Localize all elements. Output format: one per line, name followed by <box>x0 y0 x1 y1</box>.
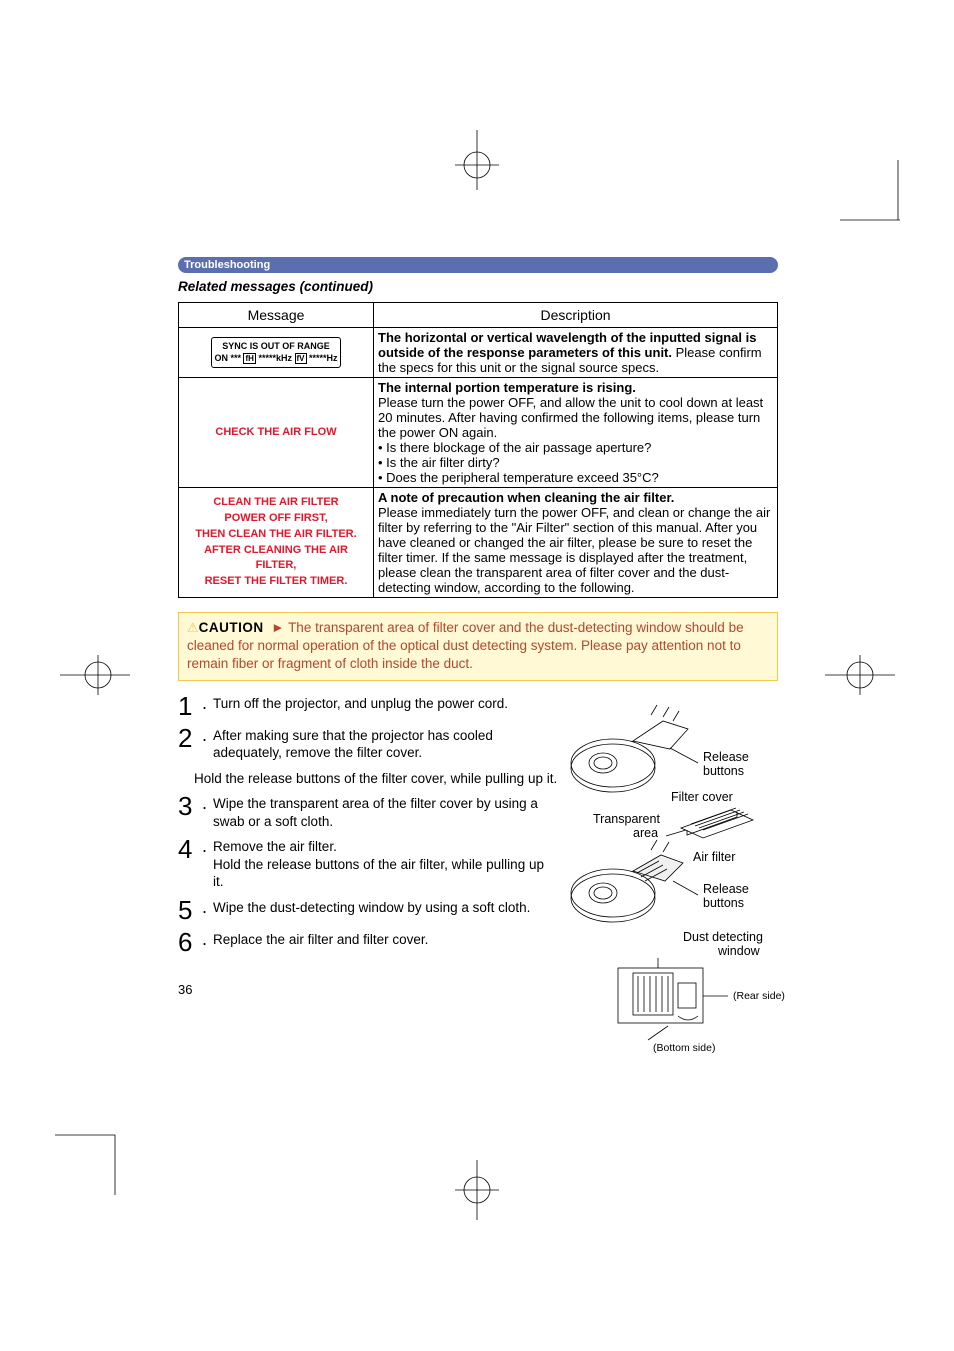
page-number: 36 <box>178 982 192 997</box>
table-row: CLEAN THE AIR FILTER POWER OFF FIRST, TH… <box>179 488 778 598</box>
desc-cell: The horizontal or vertical wavelength of… <box>374 328 778 378</box>
table-row: SYNC IS OUT OF RANGE ON *** fH *****kHz … <box>179 328 778 378</box>
step: 4. Remove the air filter. Hold the relea… <box>178 836 548 891</box>
label-rear-side: (Rear side) <box>733 990 785 1002</box>
section-header: Troubleshooting <box>178 257 778 273</box>
section-subtitle: Related messages (continued) <box>178 279 778 294</box>
label-filter-cover: Filter cover <box>671 790 733 804</box>
diagram-area: Releasebuttons Filter cover Transparenta… <box>563 693 788 1063</box>
table-row: CHECK THE AIR FLOW The internal portion … <box>179 378 778 488</box>
check-air-flow: CHECK THE AIR FLOW <box>183 425 369 441</box>
label-dust-detecting: Dust detectingwindow <box>683 930 763 958</box>
label-transparent-area: Transparentarea <box>593 812 660 840</box>
step: 6. Replace the air filter and filter cov… <box>178 929 548 955</box>
label-bottom-side: (Bottom side) <box>653 1042 715 1054</box>
sync-out-of-range-box: SYNC IS OUT OF RANGE ON *** fH *****kHz … <box>211 337 340 368</box>
msg-title: SYNC IS OUT OF RANGE <box>214 341 337 353</box>
desc-cell: The internal portion temperature is risi… <box>374 378 778 488</box>
caution-box: ⚠CAUTION ► The transparent area of filte… <box>178 612 778 681</box>
messages-table: Message Description SYNC IS OUT OF RANGE… <box>178 302 778 598</box>
step: 3. Wipe the transparent area of the filt… <box>178 793 548 830</box>
caution-label: CAUTION <box>199 620 264 635</box>
projector-diagrams: Releasebuttons Filter cover Transparenta… <box>563 693 788 1063</box>
col-message: Message <box>179 303 374 328</box>
label-release-buttons-2: Releasebuttons <box>703 882 749 910</box>
label-air-filter: Air filter <box>693 850 735 864</box>
step-sub: Hold the release buttons of the filter c… <box>194 768 564 788</box>
step: 2. After making sure that the projector … <box>178 725 548 762</box>
label-release-buttons: Releasebuttons <box>703 750 749 778</box>
page-content: Troubleshooting Related messages (contin… <box>178 255 778 961</box>
msg-line2: ON *** fH *****kHz fV *****Hz <box>214 353 337 365</box>
caution-arrow-icon: ► <box>271 620 284 635</box>
clean-air-filter: CLEAN THE AIR FILTER POWER OFF FIRST, TH… <box>183 495 369 591</box>
col-description: Description <box>374 303 778 328</box>
warning-icon: ⚠ <box>187 619 199 637</box>
step: 1. Turn off the projector, and unplug th… <box>178 693 548 719</box>
desc-cell: A note of precaution when cleaning the a… <box>374 488 778 598</box>
step: 5. Wipe the dust-detecting window by usi… <box>178 897 548 923</box>
